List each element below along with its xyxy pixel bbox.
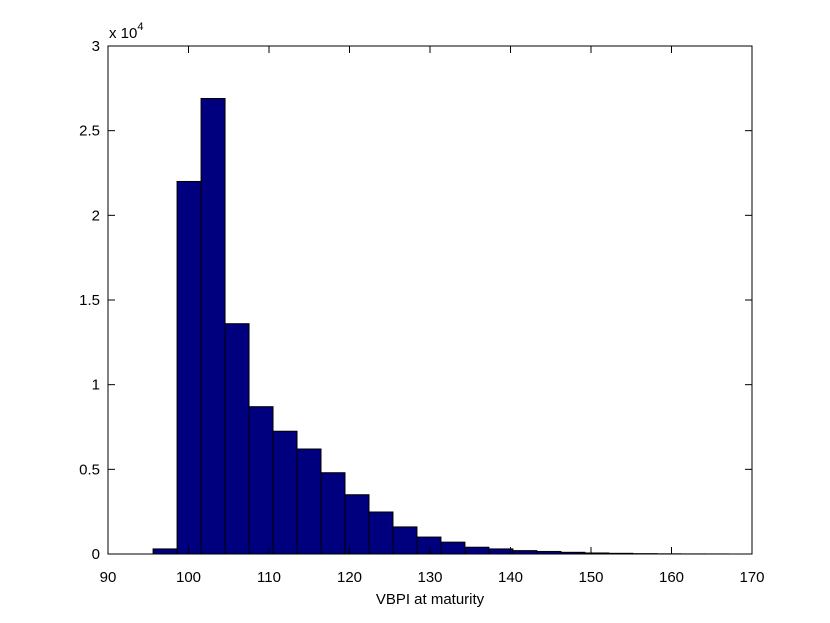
y-tick-label: 1.5 bbox=[79, 292, 100, 309]
bar bbox=[320, 472, 346, 555]
y-tick-label: 0.5 bbox=[79, 461, 100, 478]
bar bbox=[512, 550, 538, 555]
x-tick-label: 120 bbox=[337, 569, 362, 586]
x-tick-label: 90 bbox=[100, 569, 117, 586]
x-tick-label: 160 bbox=[659, 569, 684, 586]
y-multiplier-base: x 10 bbox=[109, 25, 137, 42]
bar bbox=[392, 526, 418, 555]
x-tick-label: 170 bbox=[739, 569, 764, 586]
y-multiplier: x 104 bbox=[109, 21, 143, 42]
x-tick-label: 150 bbox=[578, 569, 603, 586]
y-tick-label: 2 bbox=[92, 207, 100, 224]
bar bbox=[200, 97, 226, 555]
bar bbox=[296, 448, 322, 555]
y-multiplier-exponent: 4 bbox=[137, 21, 143, 33]
x-tick-label: 110 bbox=[257, 569, 281, 586]
bar bbox=[224, 323, 250, 555]
x-tick-label: 130 bbox=[417, 569, 442, 586]
bar bbox=[272, 430, 298, 555]
x-axis-label: VBPI at maturity bbox=[376, 591, 485, 608]
bar bbox=[440, 541, 466, 555]
bar bbox=[416, 536, 442, 555]
y-tick-label: 0 bbox=[92, 546, 100, 563]
y-tick-label: 3 bbox=[92, 38, 100, 55]
y-tick-label: 2.5 bbox=[79, 123, 100, 140]
x-tick-label: 140 bbox=[498, 569, 523, 586]
bar bbox=[488, 548, 514, 555]
bar bbox=[464, 546, 490, 555]
bar bbox=[152, 548, 178, 555]
bar bbox=[248, 406, 274, 555]
y-tick-label: 1 bbox=[92, 377, 100, 394]
bar bbox=[368, 511, 394, 555]
x-tick-label: 100 bbox=[176, 569, 201, 586]
bar bbox=[176, 180, 202, 555]
bar bbox=[344, 494, 370, 555]
